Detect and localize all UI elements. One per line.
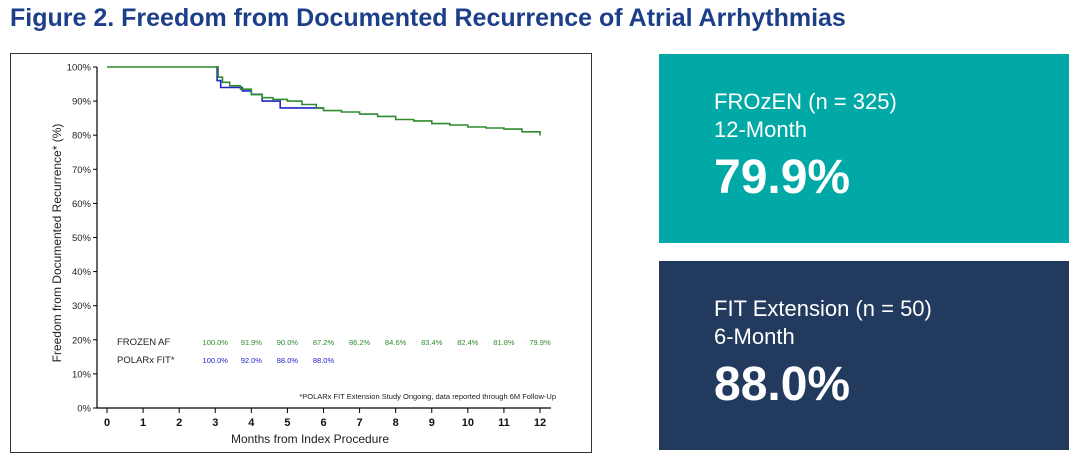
x-tick-label: 3 <box>212 417 218 429</box>
fit-card-value: 88.0% <box>714 358 851 411</box>
at-risk-label-polarx: POLARx FIT* <box>117 355 175 366</box>
x-tick-label: 7 <box>357 417 363 429</box>
at-risk-value-frozen: 82.4% <box>457 338 479 347</box>
y-tick-label: 90% <box>72 97 92 108</box>
figure-title: Figure 2. Freedom from Documented Recurr… <box>10 4 846 32</box>
x-tick-label: 12 <box>534 417 546 429</box>
y-tick-label: 60% <box>72 199 92 210</box>
y-tick-label: 80% <box>72 131 92 142</box>
fit-extension-result-card: FIT Extension (n = 50) 6-Month 88.0% <box>659 261 1069 450</box>
at-risk-value-frozen: 91.9% <box>241 338 263 347</box>
x-tick-label: 9 <box>429 417 435 429</box>
x-tick-label: 11 <box>498 417 510 429</box>
y-tick-label: 10% <box>72 369 92 380</box>
x-tick-label: 1 <box>140 417 146 429</box>
at-risk-value-frozen: 83.4% <box>421 338 443 347</box>
at-risk-value-frozen: 81.8% <box>493 338 515 347</box>
y-tick-label: 100% <box>67 63 92 74</box>
y-tick-label: 50% <box>72 233 92 244</box>
y-tick-label: 40% <box>72 267 92 278</box>
at-risk-value-polarx: 92.0% <box>241 356 263 365</box>
fit-card-cohort: FIT Extension (n = 50) <box>714 296 932 321</box>
at-risk-value-frozen: 84.6% <box>385 338 407 347</box>
x-tick-label: 0 <box>104 417 110 429</box>
at-risk-value-frozen: 90.0% <box>277 338 299 347</box>
x-tick-label: 2 <box>176 417 182 429</box>
frozen-card-timepoint: 12-Month <box>714 117 807 142</box>
y-tick-label: 20% <box>72 335 92 346</box>
frozen-result-card: FROzEN (n = 325) 12-Month 79.9% <box>659 54 1069 243</box>
at-risk-value-polarx: 88.0% <box>277 356 299 365</box>
y-tick-label: 0% <box>77 404 91 415</box>
at-risk-value-frozen: 100.0% <box>203 338 229 347</box>
frozen-card-value: 79.9% <box>714 151 851 204</box>
x-tick-label: 8 <box>393 417 399 429</box>
x-tick-label: 6 <box>320 417 326 429</box>
at-risk-value-polarx: 88.0% <box>313 356 335 365</box>
at-risk-value-frozen: 87.2% <box>313 338 335 347</box>
x-axis-label: Months from Index Procedure <box>231 432 389 446</box>
fit-card-timepoint: 6-Month <box>714 324 795 349</box>
frozen-card-cohort: FROzEN (n = 325) <box>714 89 897 114</box>
frozen-af-line <box>107 66 541 136</box>
y-axis-label: Freedom from Documented Recurrence* (%) <box>50 124 64 363</box>
y-tick-label: 70% <box>72 165 92 176</box>
at-risk-value-frozen: 79.9% <box>529 338 551 347</box>
chart-footnote: *POLARx FIT Extension Study Ongoing, dat… <box>299 392 556 401</box>
polarx-fit-line <box>215 66 324 109</box>
at-risk-label-frozen: FROZEN AF <box>117 337 171 348</box>
at-risk-value-frozen: 86.2% <box>349 338 371 347</box>
x-tick-label: 4 <box>248 417 255 429</box>
x-tick-label: 5 <box>284 417 290 429</box>
at-risk-value-polarx: 100.0% <box>203 356 229 365</box>
x-tick-label: 10 <box>462 417 474 429</box>
y-tick-label: 30% <box>72 301 92 312</box>
